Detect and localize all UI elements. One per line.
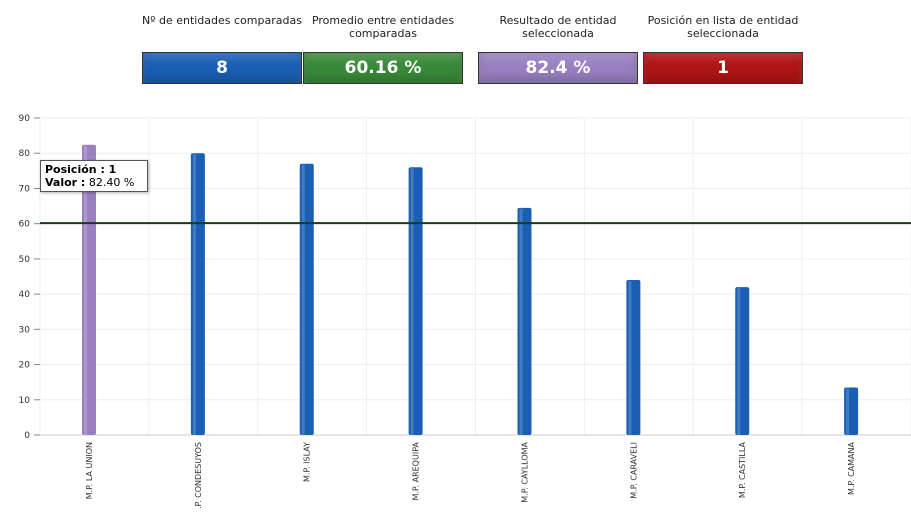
x-tick-label: M.P. CASTILLA — [738, 441, 747, 498]
stat-card: Nº de entidades comparadas 8 — [142, 14, 302, 84]
stat-label: Promedio entre entidades comparadas — [311, 14, 455, 40]
y-tick-label: 10 — [19, 396, 31, 406]
x-tick-label: M.P. CARAVELI — [629, 442, 638, 499]
y-tick-label: 20 — [19, 361, 31, 371]
tooltip-value: 82.40 % — [88, 176, 135, 189]
y-tick-label: 60 — [19, 220, 31, 230]
stat-card: Resultado de entidad seleccionada 82.4 % — [478, 14, 638, 84]
bar-highlight — [628, 281, 632, 435]
tooltip-position: Posición : 1 — [45, 163, 117, 176]
stat-label: Posición en lista de entidad seleccionad… — [647, 14, 799, 40]
stat-label: Nº de entidades comparadas — [142, 14, 302, 27]
x-tick-label: .P. CONDESUYOS — [194, 442, 203, 509]
tooltip-value-label: Valor : — [45, 176, 86, 189]
bar-highlight — [301, 164, 305, 436]
bar[interactable] — [517, 207, 532, 435]
x-tick-label: M.P. CAMANA — [847, 441, 856, 495]
bar[interactable] — [408, 167, 423, 436]
stat-card: Posición en lista de entidad seleccionad… — [643, 14, 803, 84]
y-tick-label: 40 — [19, 290, 31, 300]
y-tick-label: 30 — [19, 325, 31, 335]
stat-card: Promedio entre entidades comparadas 60.16… — [303, 14, 463, 84]
value-tooltip: Posición : 1 Valor : 82.40 % — [40, 160, 148, 192]
y-tick-label: 0 — [24, 431, 30, 441]
bar[interactable] — [844, 387, 859, 435]
bar[interactable] — [299, 163, 314, 436]
bar-highlight — [519, 208, 523, 435]
bar[interactable] — [626, 280, 641, 435]
y-tick-label: 70 — [19, 184, 31, 194]
x-tick-label: M.P. ISLAY — [303, 442, 312, 482]
stat-value: 8 — [142, 52, 302, 84]
y-tick-label: 90 — [19, 114, 31, 124]
y-tick-label: 80 — [19, 149, 31, 159]
bar-highlight — [410, 168, 414, 436]
x-tick-label: M.P. LA UNION — [85, 442, 94, 499]
bar[interactable] — [81, 144, 96, 435]
stat-value: 1 — [643, 52, 803, 84]
bar-highlight — [192, 154, 196, 435]
stat-value: 60.16 % — [303, 52, 463, 84]
x-tick-label: M.P. AREQUIPA — [412, 441, 421, 500]
stat-value: 82.4 % — [478, 52, 638, 84]
x-tick-label: M.P. CAYLLOMA — [520, 441, 529, 502]
bar[interactable] — [735, 287, 750, 435]
bar-highlight — [846, 388, 850, 435]
bar-highlight — [737, 288, 741, 435]
stat-label: Resultado de entidad seleccionada — [499, 14, 617, 40]
bar-highlight — [83, 145, 87, 435]
y-tick-label: 50 — [19, 255, 31, 265]
